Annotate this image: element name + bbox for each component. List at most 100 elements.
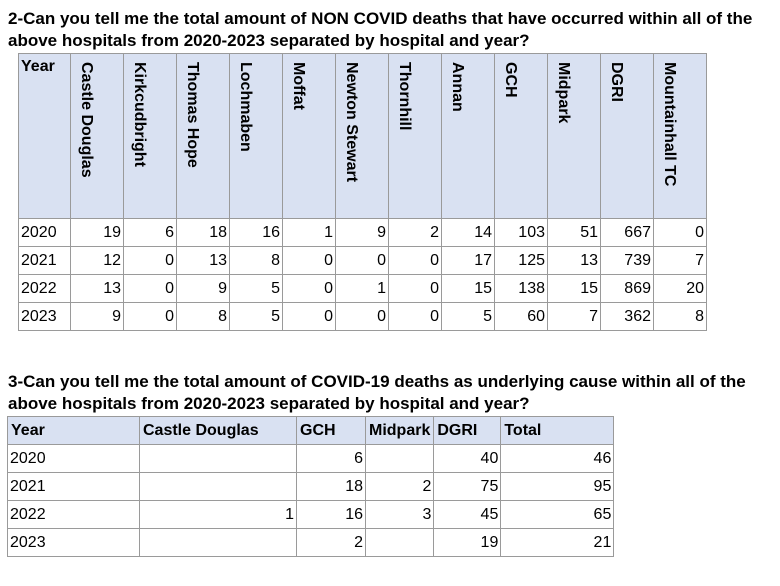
table-row: 2020 19 6 18 16 1 9 2 14 103 51 667 0 <box>18 218 707 247</box>
value-cell: 0 <box>335 246 389 275</box>
value-cell: 13 <box>176 246 230 275</box>
value-cell: 2 <box>296 528 366 557</box>
value-cell: 0 <box>653 218 707 247</box>
hospital-header: Moffat <box>282 53 336 219</box>
table-row: 2023 2 19 21 <box>7 528 615 557</box>
value-cell: 17 <box>441 246 495 275</box>
value-cell: 739 <box>600 246 654 275</box>
value-cell: 2 <box>388 218 442 247</box>
year-cell: 2023 <box>7 528 140 557</box>
value-cell: 46 <box>500 444 615 473</box>
value-cell: 869 <box>600 274 654 303</box>
value-cell: 0 <box>388 246 442 275</box>
value-cell: 8 <box>653 302 707 331</box>
value-cell: 16 <box>229 218 283 247</box>
value-cell: 667 <box>600 218 654 247</box>
column-header: Castle Douglas <box>139 416 297 445</box>
value-cell: 1 <box>335 274 389 303</box>
table-row: 2020 6 40 46 <box>7 444 615 473</box>
year-cell: 2021 <box>18 246 71 275</box>
table-header-row: Year Castle Douglas Kirkcudbright Thomas… <box>18 53 707 219</box>
hospital-header: GCH <box>494 53 548 219</box>
column-header: Midpark <box>364 416 435 445</box>
value-cell: 0 <box>123 302 177 331</box>
year-column-header: Year <box>18 53 71 219</box>
hospital-header: Midpark <box>547 53 601 219</box>
value-cell: 15 <box>547 274 601 303</box>
value-cell: 8 <box>229 246 283 275</box>
value-cell: 16 <box>296 500 366 529</box>
value-cell: 138 <box>494 274 548 303</box>
value-cell: 0 <box>388 274 442 303</box>
value-cell: 0 <box>335 302 389 331</box>
hospital-header: Thornhill <box>388 53 442 219</box>
value-cell: 9 <box>70 302 124 331</box>
value-cell: 13 <box>70 274 124 303</box>
table-row: 2021 18 2 75 95 <box>7 472 615 501</box>
value-cell: 13 <box>547 246 601 275</box>
question-2-heading: 2-Can you tell me the total amount of NO… <box>8 9 753 50</box>
value-cell: 7 <box>653 246 707 275</box>
value-cell: 362 <box>600 302 654 331</box>
hospital-header: Annan <box>441 53 495 219</box>
value-cell: 5 <box>229 274 283 303</box>
value-cell: 3 <box>364 500 435 529</box>
value-cell: 0 <box>282 246 336 275</box>
value-cell: 9 <box>335 218 389 247</box>
value-cell: 5 <box>229 302 283 331</box>
value-cell: 0 <box>282 302 336 331</box>
column-header: Total <box>500 416 615 445</box>
value-cell: 2 <box>364 472 435 501</box>
value-cell: 40 <box>433 444 502 473</box>
covid-deaths-table: Year Castle Douglas GCH Midpark DGRI Tot… <box>7 416 615 557</box>
value-cell: 45 <box>433 500 502 529</box>
value-cell: 95 <box>500 472 615 501</box>
value-cell <box>139 472 297 501</box>
table-row: 2022 1 16 3 45 65 <box>7 500 615 529</box>
value-cell <box>139 444 297 473</box>
value-cell: 8 <box>176 302 230 331</box>
value-cell <box>364 528 435 557</box>
year-cell: 2022 <box>7 500 140 529</box>
value-cell: 6 <box>123 218 177 247</box>
value-cell: 9 <box>176 274 230 303</box>
hospital-header: Castle Douglas <box>70 53 124 219</box>
value-cell: 12 <box>70 246 124 275</box>
value-cell: 51 <box>547 218 601 247</box>
year-cell: 2023 <box>18 302 71 331</box>
column-header: GCH <box>296 416 366 445</box>
question-3-heading: 3-Can you tell me the total amount of CO… <box>8 372 746 413</box>
value-cell <box>139 528 297 557</box>
table-row: 2022 13 0 9 5 0 1 0 15 138 15 869 20 <box>18 274 707 303</box>
value-cell: 1 <box>282 218 336 247</box>
value-cell <box>364 444 435 473</box>
hospital-header: Mountainhall TC <box>653 53 707 219</box>
value-cell: 14 <box>441 218 495 247</box>
hospital-header: Kirkcudbright <box>123 53 177 219</box>
value-cell: 19 <box>433 528 502 557</box>
value-cell: 7 <box>547 302 601 331</box>
value-cell: 1 <box>139 500 297 529</box>
value-cell: 75 <box>433 472 502 501</box>
value-cell: 60 <box>494 302 548 331</box>
hospital-header: Newton Stewart <box>335 53 389 219</box>
value-cell: 18 <box>176 218 230 247</box>
value-cell: 103 <box>494 218 548 247</box>
value-cell: 65 <box>500 500 615 529</box>
value-cell: 19 <box>70 218 124 247</box>
table-header-row: Year Castle Douglas GCH Midpark DGRI Tot… <box>7 416 615 445</box>
table-row: 2023 9 0 8 5 0 0 0 5 60 7 362 8 <box>18 302 707 331</box>
value-cell: 6 <box>296 444 366 473</box>
hospital-header: DGRI <box>600 53 654 219</box>
hospital-header: Lochmaben <box>229 53 283 219</box>
value-cell: 5 <box>441 302 495 331</box>
value-cell: 0 <box>123 246 177 275</box>
non-covid-deaths-table: Year Castle Douglas Kirkcudbright Thomas… <box>18 53 707 331</box>
value-cell: 125 <box>494 246 548 275</box>
value-cell: 21 <box>500 528 615 557</box>
hospital-header: Thomas Hope <box>176 53 230 219</box>
year-column-header: Year <box>7 416 140 445</box>
value-cell: 0 <box>282 274 336 303</box>
value-cell: 0 <box>123 274 177 303</box>
table-row: 2021 12 0 13 8 0 0 0 17 125 13 739 7 <box>18 246 707 275</box>
